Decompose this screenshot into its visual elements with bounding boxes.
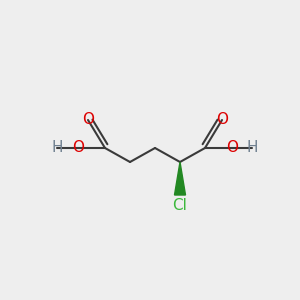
Text: O: O <box>226 140 238 155</box>
Text: O: O <box>216 112 228 128</box>
Text: O: O <box>82 112 94 128</box>
Text: O: O <box>72 140 84 155</box>
Text: Cl: Cl <box>172 199 188 214</box>
Text: H: H <box>51 140 63 155</box>
Text: H: H <box>246 140 258 155</box>
Polygon shape <box>175 162 185 195</box>
